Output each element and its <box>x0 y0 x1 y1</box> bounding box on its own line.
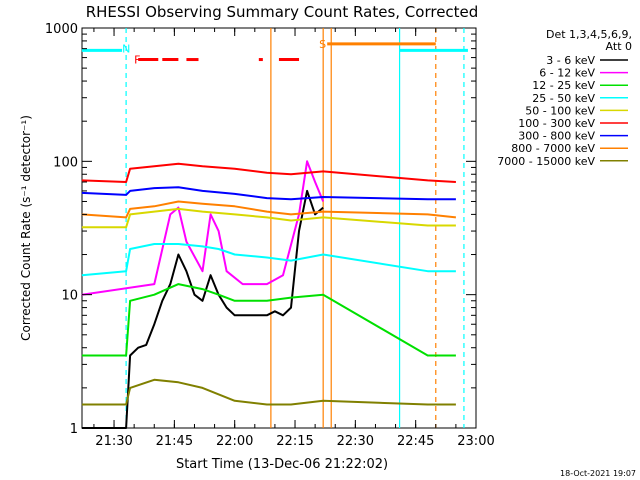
legend-entry-label: 100 - 300 keV <box>518 117 595 130</box>
annotation-labels: NF S <box>122 38 326 67</box>
x-tick-label: 21:30 <box>95 434 132 449</box>
y-axis-label: Corrected Count Rate (s⁻¹ detector⁻¹) <box>19 115 33 341</box>
x-tick-label: 22:30 <box>337 434 374 449</box>
legend-entry-label: 300 - 800 keV <box>518 130 595 143</box>
series-line-6 <box>81 162 456 183</box>
series-line-8 <box>81 200 457 219</box>
legend-header-line-1: Det 1,3,4,5,6,9, <box>546 28 632 41</box>
x-tick-label: 21:45 <box>156 434 193 449</box>
y-tick-label: 10 <box>61 289 78 304</box>
annotation-label: N <box>122 43 130 56</box>
legend-entry-label: 3 - 6 keV <box>546 54 595 67</box>
x-tick-label: 23:00 <box>457 434 494 449</box>
series-line-9 <box>81 378 456 406</box>
x-tick-label: 22:15 <box>276 434 313 449</box>
series-line-5 <box>81 207 456 229</box>
chart-title: RHESSI Observing Summary Count Rates, Co… <box>86 3 479 21</box>
legend-entry-label: 25 - 50 keV <box>532 92 595 105</box>
series-line-3 <box>81 283 456 357</box>
x-axis-label: Start Time (13-Dec-06 21:22:02) <box>176 457 388 472</box>
legend-entry-label: 7000 - 15000 keV <box>497 155 595 168</box>
series-line-4 <box>81 243 456 277</box>
annotation-label: S <box>319 38 326 51</box>
y-tick-label: 1 <box>70 422 78 437</box>
y-tick-label: 100 <box>53 155 78 170</box>
legend-entry-label: 6 - 12 keV <box>539 67 595 80</box>
y-axis-ticks: 1 10 100 1000 <box>45 22 476 437</box>
footer-timestamp: 18-Oct-2021 19:07 <box>560 469 636 478</box>
legend-entry-label: 50 - 100 keV <box>525 104 595 117</box>
series-line-7 <box>81 186 456 201</box>
legend-header-line-2: Att 0 <box>606 40 632 53</box>
x-tick-label: 22:00 <box>216 434 253 449</box>
interval-bars <box>81 42 468 62</box>
x-axis-ticks: 21:30 21:45 22:00 22:15 22:30 22:45 23:00 <box>93 28 495 449</box>
y-tick-label: 1000 <box>45 22 78 37</box>
vertical-lines <box>125 28 465 428</box>
annotation-label: F <box>134 54 140 67</box>
series-line-1 <box>81 189 324 429</box>
x-tick-label: 22:45 <box>397 434 434 449</box>
series-layer <box>81 160 457 429</box>
legend-entry-label: 800 - 7000 keV <box>511 142 595 155</box>
legend-entry-label: 12 - 25 keV <box>532 79 595 92</box>
